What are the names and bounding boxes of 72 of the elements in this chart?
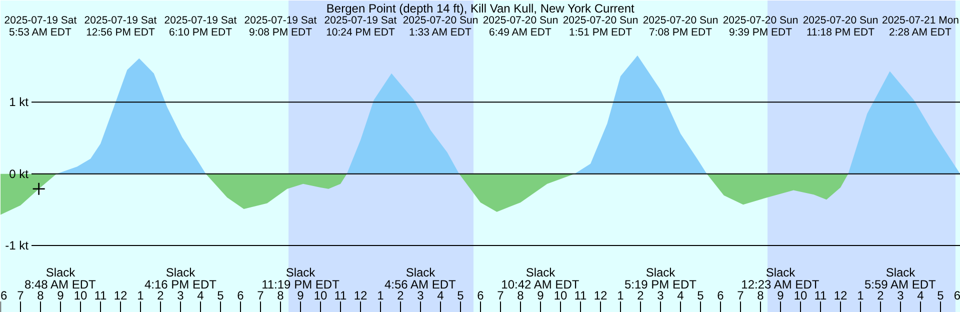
x-tick-label: 2 xyxy=(877,288,884,302)
x-tick-label: 5 xyxy=(217,288,224,302)
x-tick-label: 11 xyxy=(334,288,348,302)
x-tick-label: 12 xyxy=(834,288,848,302)
x-tick-label: 9 xyxy=(57,288,64,302)
annotation: Slack 12:23 AM EDT xyxy=(741,266,820,292)
x-tick-label: 7 xyxy=(17,288,24,302)
annotation: 2025-07-20 Sun 9:39 PM EDT xyxy=(722,14,798,38)
x-tick-label: 10 xyxy=(74,288,88,302)
x-tick-label: 5 xyxy=(937,288,944,302)
annotation: 2025-07-20 Sun 1:33 AM EDT xyxy=(402,14,478,38)
x-tick-label: 2 xyxy=(397,288,404,302)
annotation: Slack 4:16 PM EDT xyxy=(144,266,218,292)
annotation: Slack 11:19 PM EDT xyxy=(262,266,340,292)
x-tick-label: 9 xyxy=(777,288,784,302)
x-tick-label: 4 xyxy=(917,288,924,302)
x-tick-label: 8 xyxy=(757,288,764,302)
x-tick-label: 8 xyxy=(277,288,284,302)
y-tick-label: -1 kt xyxy=(5,238,30,253)
annotation: Slack 10:42 AM EDT xyxy=(501,266,580,292)
x-tick-label: 12 xyxy=(114,288,128,302)
x-tick-label: 7 xyxy=(737,288,744,302)
x-tick-label: 1 xyxy=(617,288,624,302)
annotation: 2025-07-20 Sun 7:08 PM EDT xyxy=(642,14,718,38)
annotation: 2025-07-20 Sun 1:51 PM EDT xyxy=(562,14,638,38)
x-tick-label: 6 xyxy=(237,288,244,302)
x-tick-label: 10 xyxy=(794,288,808,302)
x-tick-label: 5 xyxy=(457,288,464,302)
x-tick-label: 3 xyxy=(657,288,664,302)
x-tick-label: 11 xyxy=(814,288,828,302)
x-tick-label: 7 xyxy=(257,288,264,302)
x-tick-label: 10 xyxy=(554,288,568,302)
x-tick-label: 10 xyxy=(314,288,328,302)
annotation: 2025-07-19 Sat 10:24 PM EDT xyxy=(324,14,397,38)
annotation: Slack 4:56 AM EDT xyxy=(384,266,457,292)
annotation: 2025-07-21 Mon 2:28 AM EDT xyxy=(882,14,960,38)
x-tick-label: 3 xyxy=(177,288,184,302)
annotation: 2025-07-19 Sat 12:56 PM EDT xyxy=(84,14,157,38)
annotation: 2025-07-19 Sat 5:53 AM EDT xyxy=(4,14,77,38)
x-tick-label: 2 xyxy=(157,288,164,302)
x-tick-label: 3 xyxy=(417,288,424,302)
x-tick-label: 6 xyxy=(0,288,8,302)
annotation: Slack 8:48 AM EDT xyxy=(24,266,97,292)
y-tick-label: 1 kt xyxy=(9,95,30,110)
x-tick-label: 11 xyxy=(94,288,108,302)
x-tick-label: 9 xyxy=(537,288,544,302)
x-tick-label: 3 xyxy=(897,288,904,302)
annotation: Slack 5:59 AM EDT xyxy=(864,266,937,292)
annotation: Slack 5:19 PM EDT xyxy=(624,266,698,292)
x-tick-label: 4 xyxy=(677,288,684,302)
x-tick-label: 12 xyxy=(354,288,368,302)
x-tick-label: 8 xyxy=(37,288,44,302)
x-tick-label: 12 xyxy=(594,288,608,302)
annotation: 2025-07-19 Sat 6:10 PM EDT xyxy=(164,14,237,38)
x-tick-label: 9 xyxy=(297,288,304,302)
x-tick-label: 1 xyxy=(377,288,384,302)
x-tick-label: 5 xyxy=(697,288,704,302)
x-tick-label: 2 xyxy=(637,288,644,302)
x-tick-label: 1 xyxy=(137,288,144,302)
x-tick-label: 6 xyxy=(717,288,724,302)
x-tick-label: 7 xyxy=(497,288,504,302)
x-tick-label: 6 xyxy=(477,288,484,302)
x-tick-label: 1 xyxy=(857,288,864,302)
chart-title: Bergen Point (depth 14 ft), Kill Van Kull, New York Current xyxy=(326,2,636,16)
x-tick-label: 4 xyxy=(197,288,204,302)
x-tick-label: 6 xyxy=(954,288,960,302)
x-tick-label: 11 xyxy=(574,288,588,302)
annotation: 2025-07-19 Sat 9:08 PM EDT xyxy=(244,14,317,38)
annotation: 2025-07-20 Sun 11:18 PM EDT xyxy=(802,14,878,38)
annotation: 2025-07-20 Sun 6:49 AM EDT xyxy=(482,14,558,38)
x-tick-label: 4 xyxy=(437,288,444,302)
x-tick-label: 8 xyxy=(517,288,524,302)
